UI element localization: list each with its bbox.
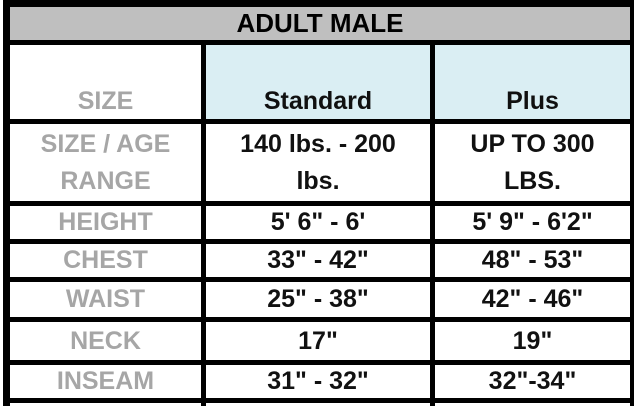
value-plus-waist: 42" - 46" <box>430 277 634 322</box>
value-plus-size-age-range: UP TO 300 LBS. <box>430 119 634 206</box>
table-row-size-age-range: SIZE / AGE RANGE 140 lbs. - 200 lbs. UP … <box>4 119 634 206</box>
table-row-height: HEIGHT 5' 6" - 6' 5' 9" - 6'2" <box>4 201 634 244</box>
column-header-standard: Standard <box>201 40 435 124</box>
value-plus-height: 5' 9" - 6'2" <box>430 201 634 244</box>
clipped-cell <box>4 398 206 406</box>
row-label-chest: CHEST <box>4 239 206 282</box>
column-header-plus: Plus <box>430 40 634 124</box>
value-standard-inseam: 31" - 32" <box>201 360 435 403</box>
row-label-neck: NECK <box>4 317 206 365</box>
corner-label-size: SIZE <box>4 40 206 124</box>
table-row-neck: NECK 17" 19" <box>4 317 634 365</box>
value-plus-neck: 19" <box>430 317 634 365</box>
value-standard-chest: 33" - 42" <box>201 239 435 282</box>
column-header-row: SIZE Standard Plus <box>4 40 634 124</box>
clipped-cell <box>430 398 634 406</box>
value-standard-neck: 17" <box>201 317 435 365</box>
title-row: ADULT MALE <box>4 1 634 45</box>
row-label-size-age-range: SIZE / AGE RANGE <box>4 119 206 206</box>
value-standard-height: 5' 6" - 6' <box>201 201 435 244</box>
table-row-waist: WAIST 25" - 38" 42" - 46" <box>4 277 634 322</box>
clipped-cell <box>201 398 435 406</box>
value-standard-waist: 25" - 38" <box>201 277 435 322</box>
table-row-chest: CHEST 33" - 42" 48" - 53" <box>4 239 634 282</box>
value-plus-inseam: 32"-34" <box>430 360 634 403</box>
clipped-bottom-row <box>4 398 634 406</box>
row-label-waist: WAIST <box>4 277 206 322</box>
row-label-height: HEIGHT <box>4 201 206 244</box>
row-label-inseam: INSEAM <box>4 360 206 403</box>
table-title: ADULT MALE <box>4 1 634 45</box>
table-row-inseam: INSEAM 31" - 32" 32"-34" <box>4 360 634 403</box>
value-plus-chest: 48" - 53" <box>430 239 634 282</box>
value-standard-size-age-range: 140 lbs. - 200 lbs. <box>201 119 435 206</box>
size-table: ADULT MALE SIZE Standard Plus SIZE / AGE… <box>3 0 634 406</box>
